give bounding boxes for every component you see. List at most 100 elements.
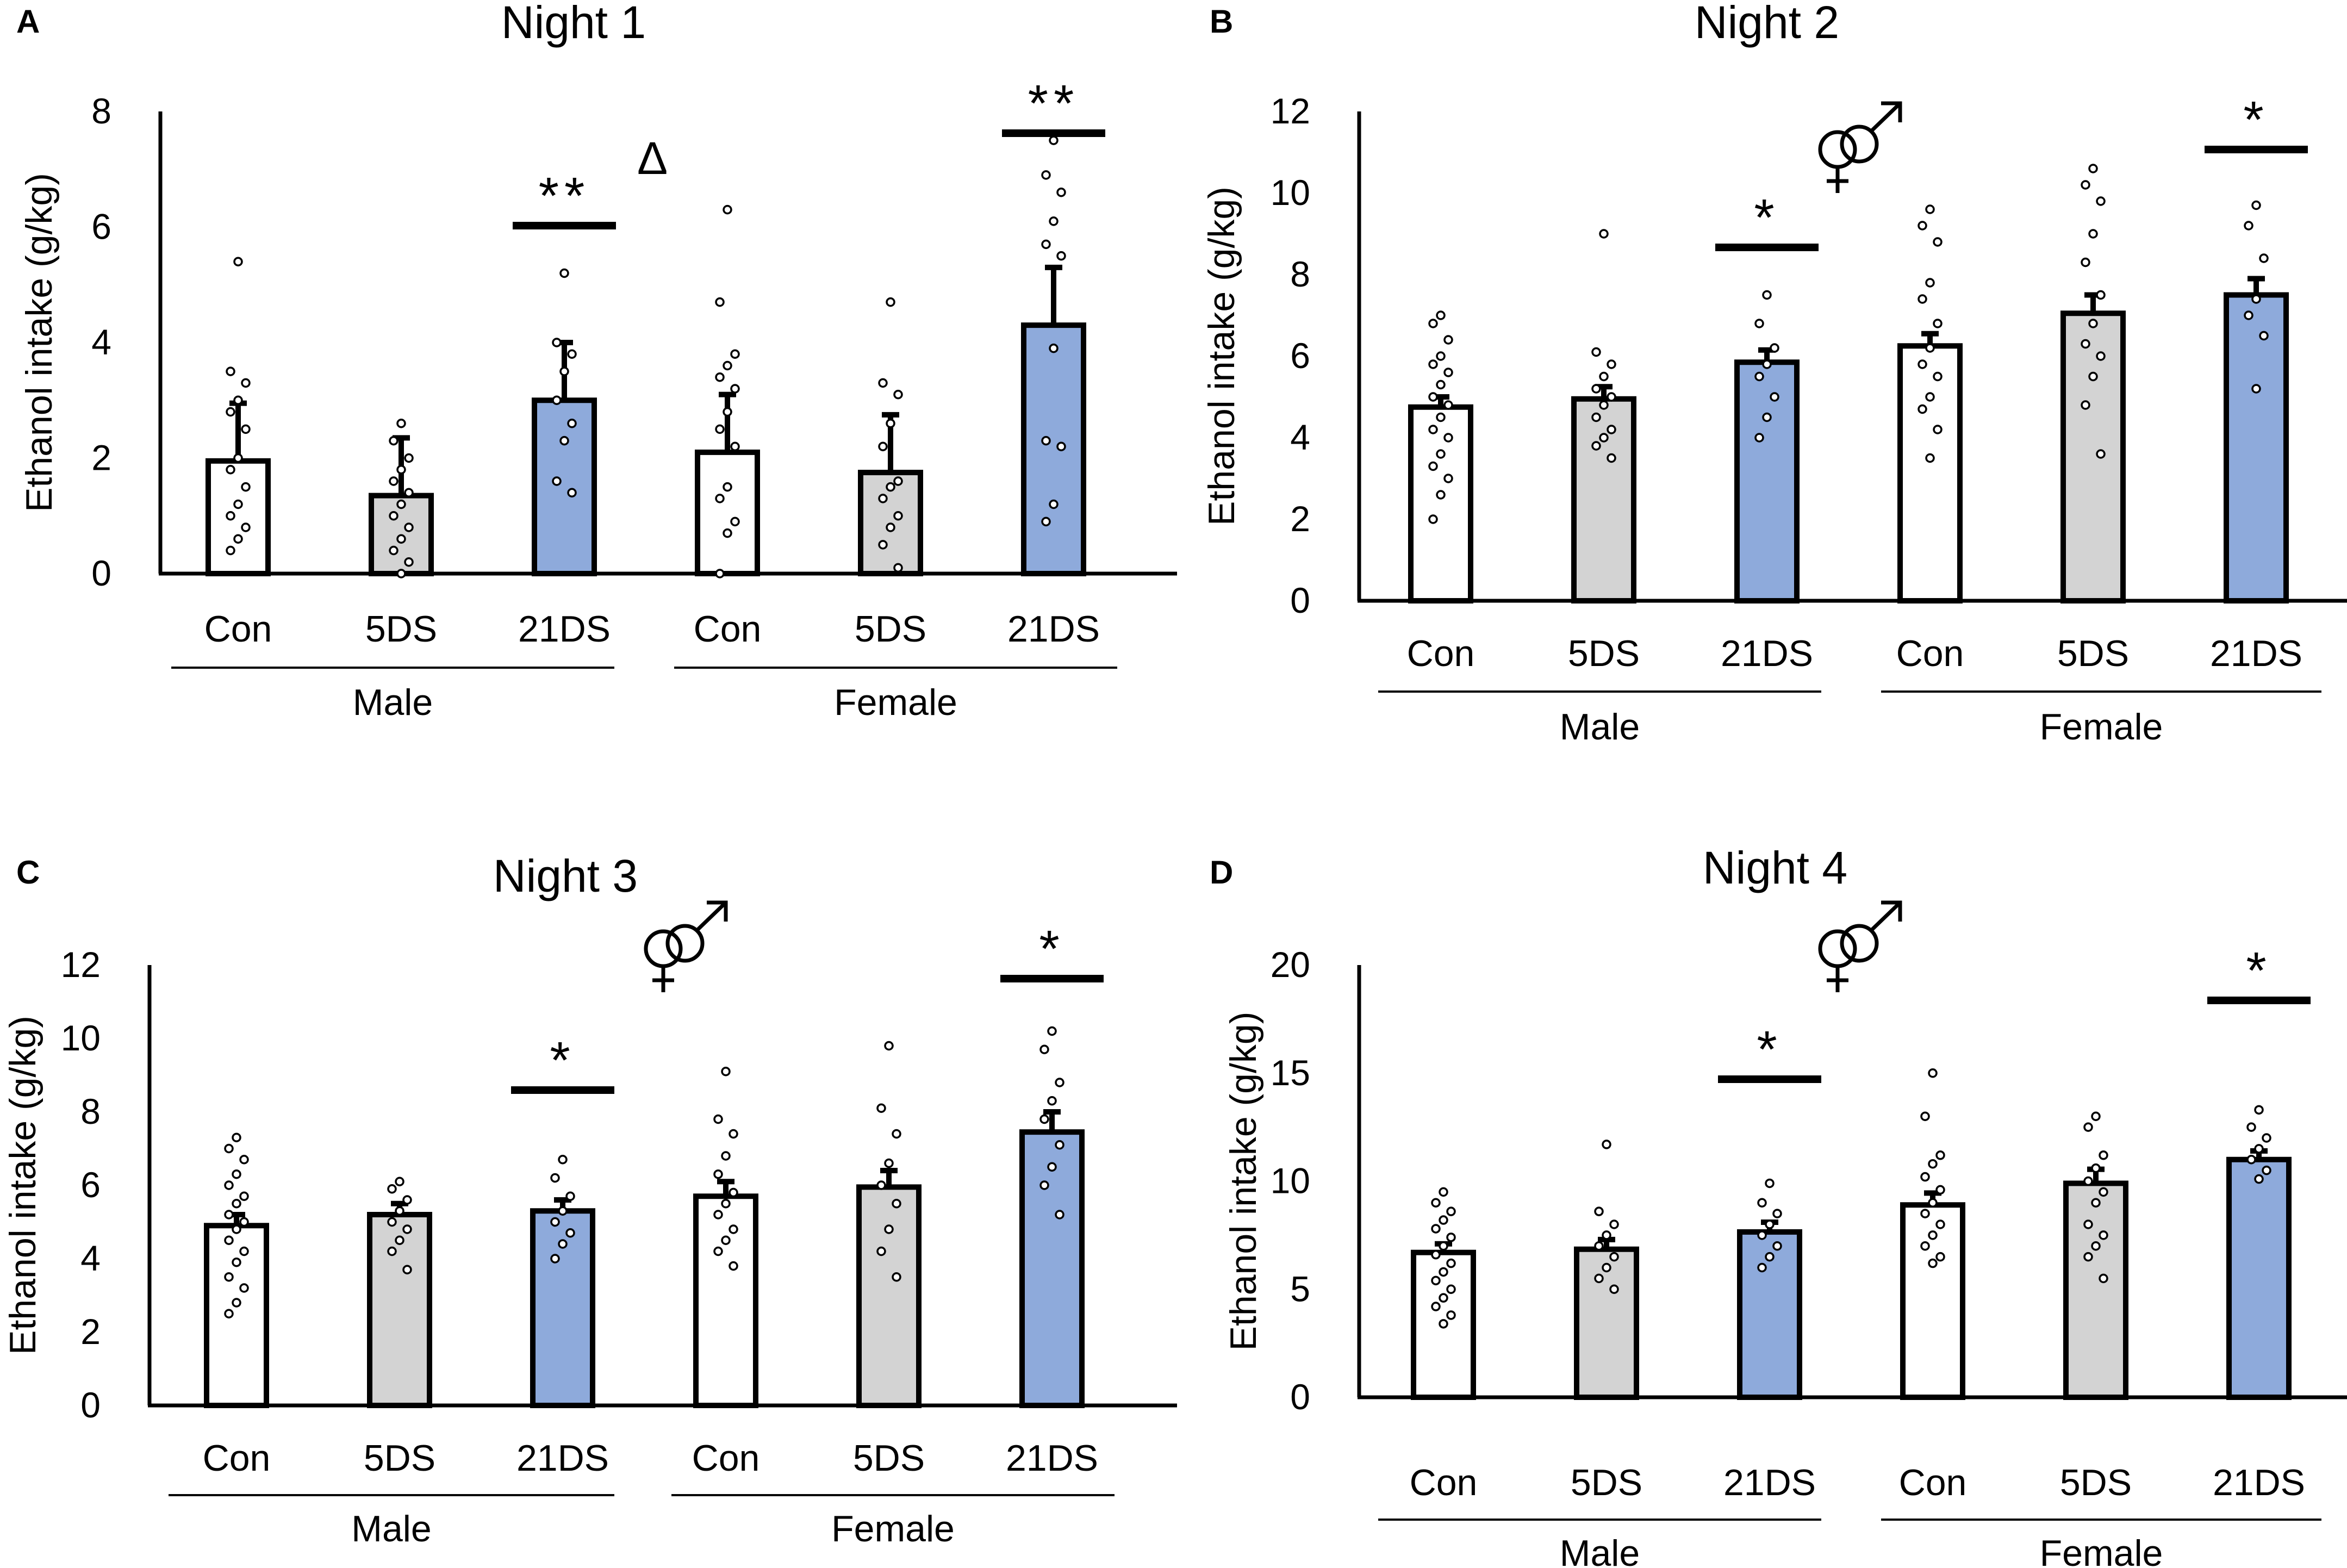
data-point: [1599, 400, 1609, 410]
data-point: [224, 1309, 234, 1318]
x-tick-label: 5DS: [853, 1438, 925, 1479]
bar-21ds: [1021, 322, 1086, 576]
data-point: [878, 494, 888, 503]
group-label: Male: [351, 1508, 431, 1550]
data-point: [2099, 1187, 2108, 1197]
bar-5ds: [1571, 396, 1636, 603]
data-point: [396, 499, 406, 509]
delta-annotation: Δ: [637, 133, 668, 184]
y-tick-label: 0: [1290, 1377, 1310, 1417]
data-point: [2096, 351, 2106, 361]
data-point: [1047, 1026, 1057, 1036]
data-point: [1765, 1219, 1775, 1229]
y-tick-label: 2: [1290, 499, 1310, 539]
data-point: [226, 545, 235, 556]
data-point: [729, 1261, 738, 1271]
data-point: [1933, 425, 1943, 434]
venus-circle: [1818, 929, 1857, 968]
data-point: [232, 1224, 241, 1234]
data-point: [2259, 253, 2269, 263]
data-point: [1443, 400, 1453, 410]
data-point: [567, 488, 577, 497]
y-tick-label: 2: [80, 1311, 101, 1352]
data-point: [2096, 290, 2106, 300]
data-point: [1428, 319, 1438, 328]
data-point: [395, 1235, 404, 1245]
data-point: [1594, 1206, 1604, 1216]
data-point: [552, 395, 562, 405]
y-tick-label: 4: [91, 322, 111, 362]
data-point: [713, 1114, 723, 1124]
data-point: [1439, 1187, 1448, 1197]
data-point: [404, 453, 414, 463]
data-point: [1041, 517, 1051, 527]
data-point: [559, 268, 569, 278]
data-point: [1431, 1275, 1441, 1286]
data-point: [565, 1191, 575, 1201]
panel-letter: B: [1210, 3, 1233, 40]
group-label: Female: [831, 1508, 955, 1550]
y-axis-label: Ethanol intake (g/kg): [18, 173, 60, 512]
data-point: [2088, 319, 2098, 328]
data-point: [1039, 1180, 1049, 1190]
data-point: [730, 517, 740, 527]
data-point: [2081, 257, 2090, 267]
data-point: [404, 557, 414, 567]
data-point: [387, 1246, 397, 1256]
x-tick-label: Con: [694, 608, 762, 650]
x-tick-label: 5DS: [1571, 1462, 1642, 1503]
panel-a: A Night 1 Ethanol intake (g/kg) 0 2 4 6 8 Con 5DS…: [16, 0, 1177, 723]
bar-con: [206, 458, 271, 576]
data-point: [558, 1239, 568, 1249]
y-tick-label: 12: [1271, 91, 1310, 131]
y-tick-label: 6: [91, 207, 111, 247]
data-point: [1602, 1262, 1611, 1273]
data-point: [730, 384, 740, 394]
data-point: [1765, 1252, 1775, 1262]
data-point: [550, 1173, 560, 1183]
y-tick-label: 4: [1290, 417, 1310, 457]
x-tick-label: Con: [203, 1438, 271, 1479]
data-point: [878, 540, 888, 550]
data-point: [1446, 1258, 1456, 1268]
y-tick-label: 0: [80, 1385, 101, 1425]
chart-title: Night 3: [493, 850, 638, 901]
data-point: [1925, 343, 1935, 353]
mars-circle: [1840, 924, 1879, 963]
chart-title: Night 1: [501, 0, 646, 48]
bar-5ds: [2060, 310, 2126, 603]
data-point: [1591, 347, 1601, 357]
data-point: [233, 534, 243, 544]
data-point: [232, 1133, 241, 1142]
data-point: [565, 1228, 575, 1238]
data-point: [1428, 425, 1438, 434]
data-point: [2091, 1163, 2101, 1173]
x-tick-label: 5DS: [365, 608, 437, 650]
data-point: [559, 366, 569, 376]
group-label: Male: [1560, 706, 1640, 748]
data-point: [241, 522, 251, 532]
data-point: [2246, 1122, 2256, 1132]
panel-b: B Night 2 Ethanol intake (g/kg) 0 2 4 6 8 10 12 Co…: [1201, 0, 2347, 748]
data-point: [721, 1151, 731, 1161]
data-point: [886, 419, 895, 428]
data-point: [1762, 359, 1772, 369]
data-point: [550, 1254, 560, 1264]
data-point: [1055, 1140, 1064, 1150]
significance-label: *: [1757, 1021, 1782, 1079]
x-tick-label: 5DS: [2057, 633, 2129, 674]
data-point: [2244, 221, 2253, 231]
data-point: [404, 488, 414, 497]
data-point: [1607, 425, 1616, 434]
data-point: [396, 569, 406, 578]
data-point: [2096, 196, 2106, 206]
significance-label: *: [1039, 920, 1064, 978]
chart-title: Night 2: [1695, 0, 1839, 48]
data-point: [1041, 435, 1051, 446]
data-point: [893, 476, 903, 486]
data-point: [241, 482, 251, 492]
data-point: [1591, 384, 1601, 394]
data-point: [226, 511, 235, 521]
data-point: [713, 1169, 723, 1179]
